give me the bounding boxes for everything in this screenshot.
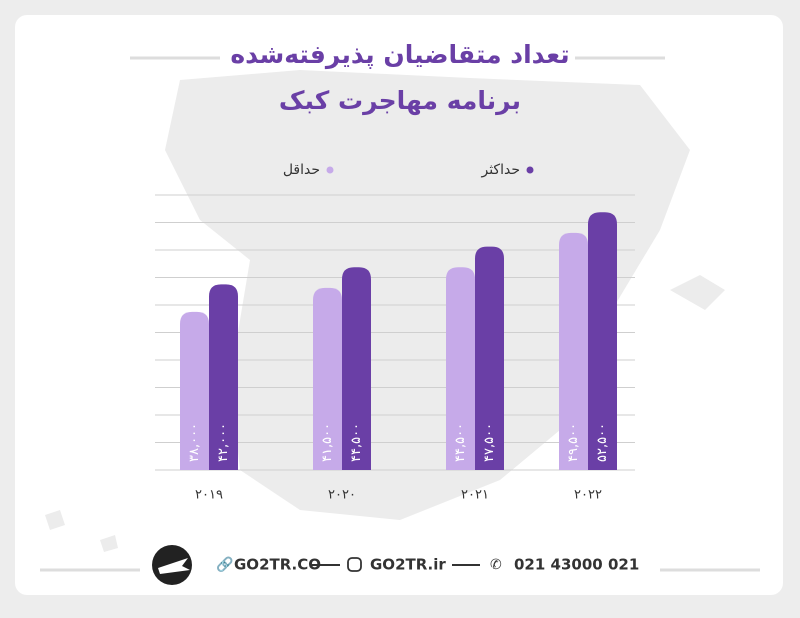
x-tick-label: ۲۰۲۰ <box>328 488 356 503</box>
legend-marker <box>326 166 334 174</box>
value-label: ۴۱,۵۰۰ <box>320 423 335 462</box>
footer-instagram[interactable]: GO2TR.ir <box>370 556 446 574</box>
bar <box>475 246 504 470</box>
x-tick-label: ۲۰۲۲ <box>574 488 602 503</box>
bar <box>446 267 475 470</box>
chart-title: تعداد متقاضیان پذیرفته‌شده <box>230 40 569 70</box>
legend-marker <box>526 166 534 174</box>
x-tick-label: ۲۰۱۹ <box>195 488 223 503</box>
map-silhouette <box>165 70 690 520</box>
value-label: ۴۴,۵۰۰ <box>453 423 468 462</box>
x-tick-label: ۲۰۲۱ <box>461 488 489 503</box>
legend-label: حداقل <box>283 162 320 178</box>
value-label: ۳۸,۰۰۰ <box>187 423 202 462</box>
plot: حداقل حداکثر ۲۰۱۹ ۳۸,۰۰۰ ۴۲,۰۰۰ ۲۰۲۰ ۴۱,۵۰۰ ۴۴,… <box>155 162 635 503</box>
instagram-icon <box>347 557 362 572</box>
bar <box>342 267 371 470</box>
logo-plane <box>158 558 190 574</box>
value-label: ۴۷,۵۰۰ <box>482 423 497 462</box>
footer-website[interactable]: GO2TR.CO <box>234 556 321 574</box>
bar <box>559 232 588 470</box>
bar <box>180 311 209 470</box>
bar <box>588 212 617 470</box>
legend-label: حداکثر <box>480 162 520 178</box>
value-label: ۴۲,۰۰۰ <box>216 423 231 462</box>
phone-icon: ✆ <box>490 557 502 573</box>
footer-phone[interactable]: 021 43000 021 <box>514 556 639 574</box>
value-label: ۵۲,۵۰۰ <box>595 423 610 462</box>
chart-subtitle: برنامه مهاجرت کبک <box>279 86 521 116</box>
value-label: ۴۹,۵۰۰ <box>566 423 581 462</box>
bar <box>313 287 342 470</box>
value-label: ۴۴,۵۰۰ <box>349 423 364 462</box>
link-icon: 🔗 <box>216 555 234 573</box>
bar <box>209 284 238 470</box>
